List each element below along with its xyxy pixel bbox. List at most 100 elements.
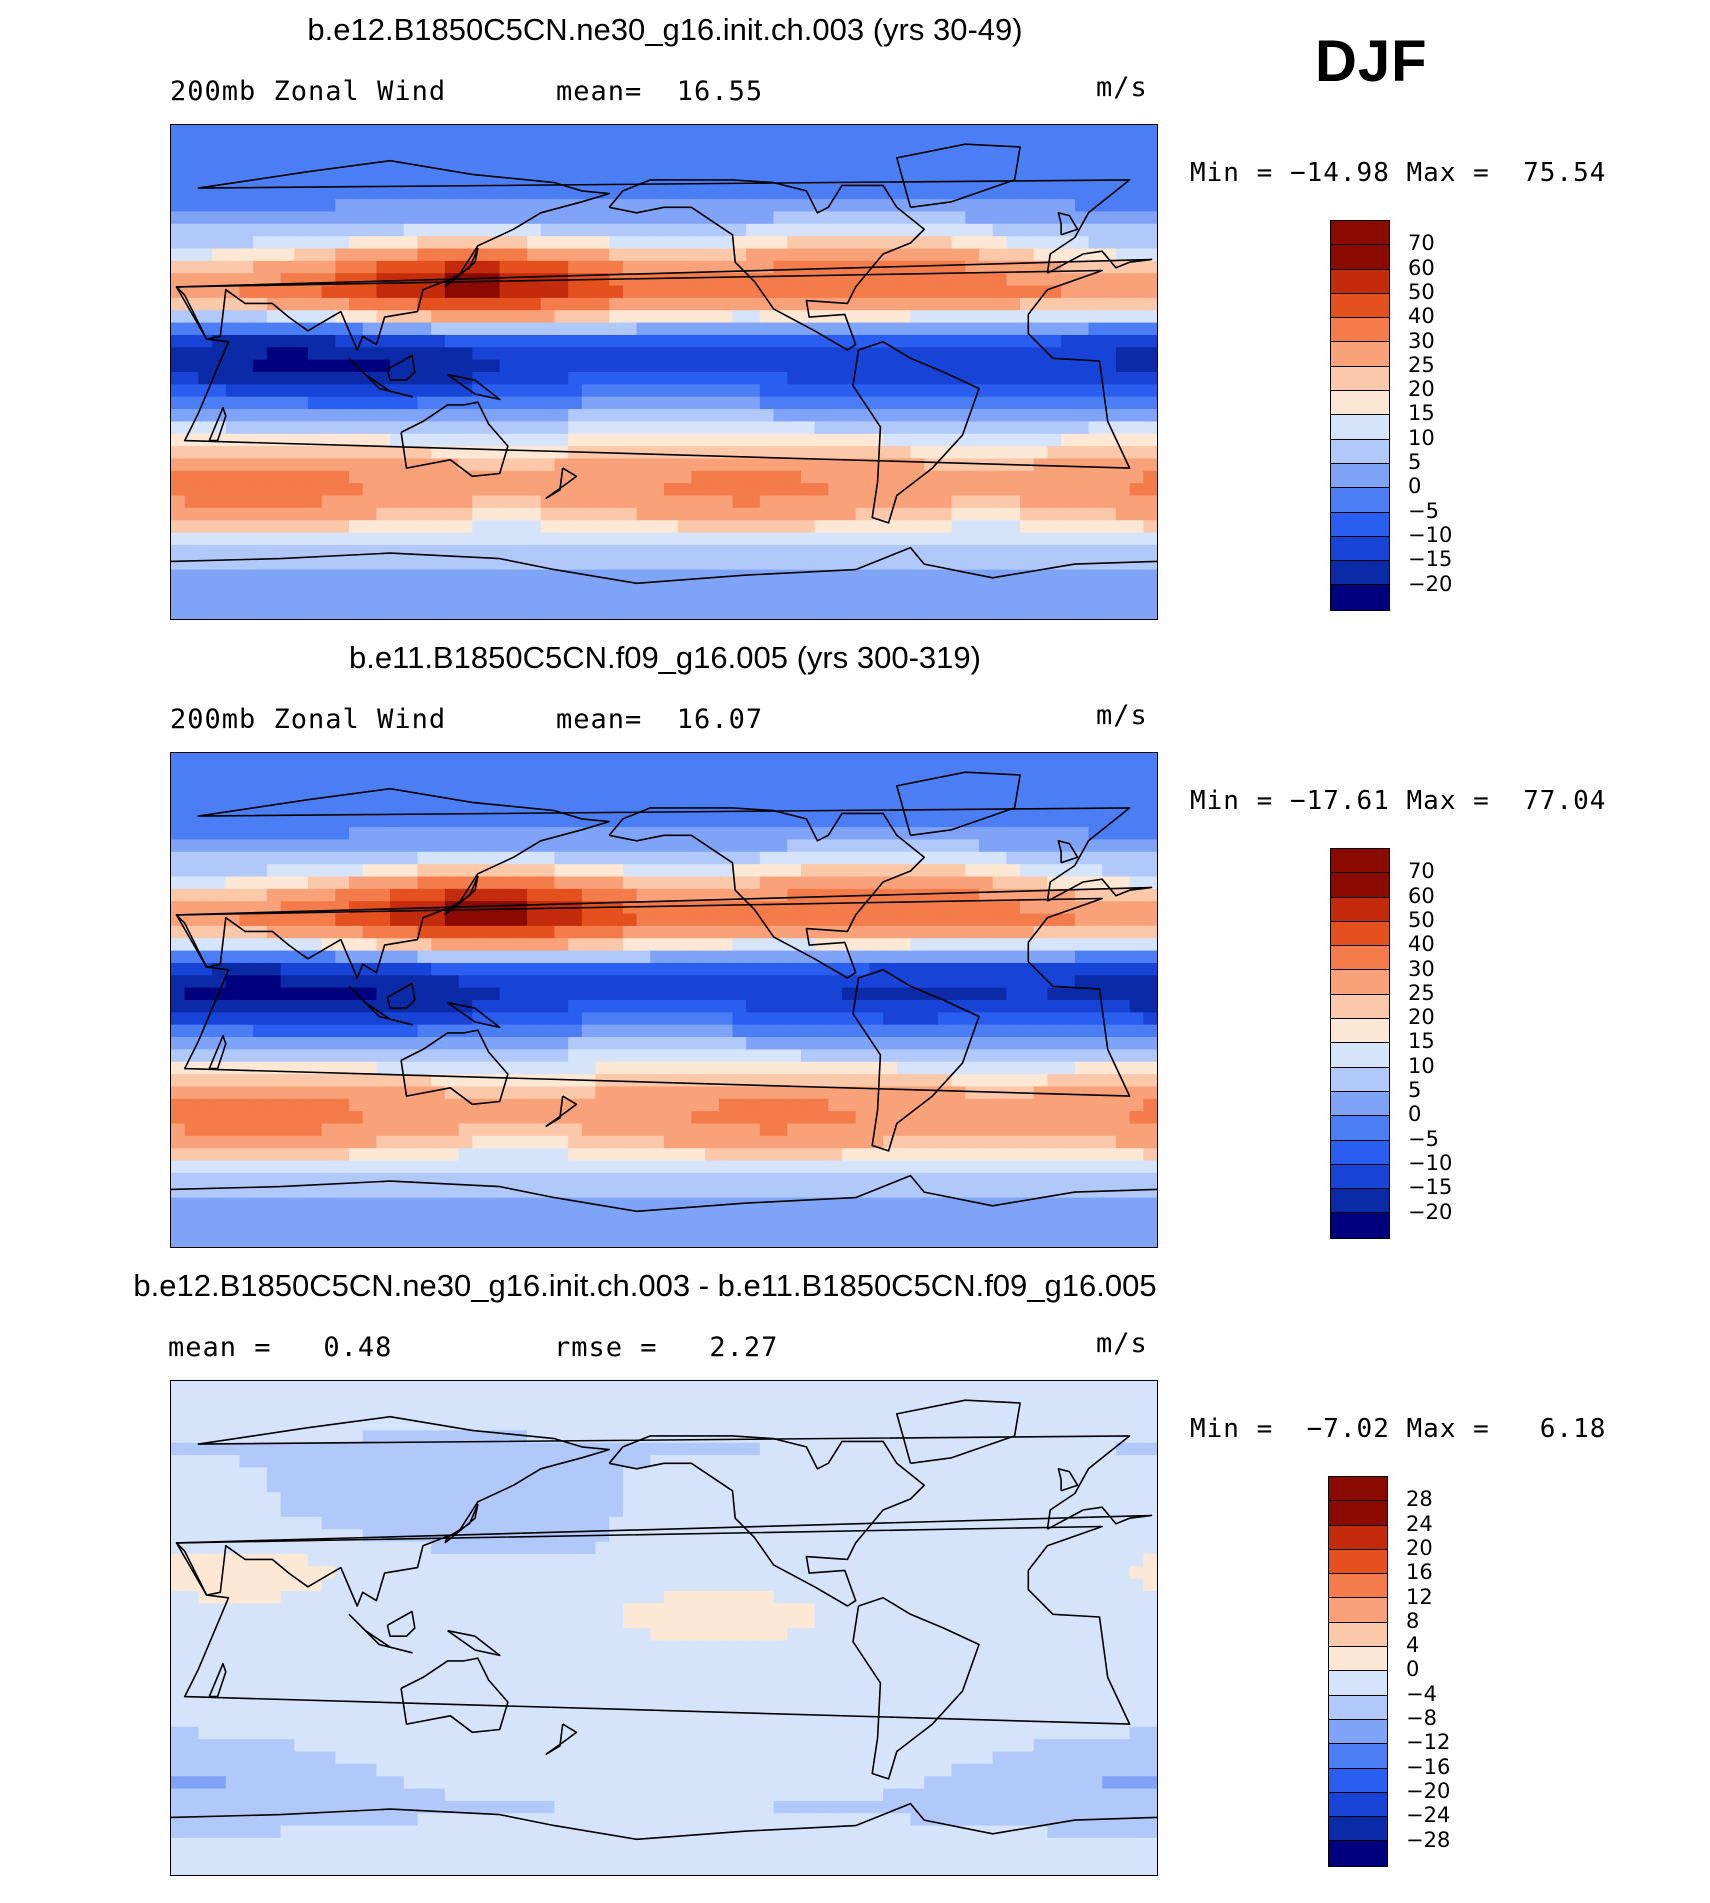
field-cell — [992, 581, 1007, 595]
panel-title: b.e12.B1850C5CN.ne30_g16.init.ch.003 (yr… — [307, 12, 1023, 47]
field-cell — [349, 223, 364, 237]
field-cell — [554, 248, 569, 262]
field-cell — [732, 987, 747, 1001]
field-cell — [609, 372, 624, 385]
field-cell — [1102, 765, 1117, 779]
field-cell — [266, 753, 282, 766]
field-cell — [417, 557, 432, 571]
field-cell — [992, 1024, 1007, 1038]
field-cell — [198, 310, 213, 324]
field-cell — [349, 888, 364, 902]
field-cell — [390, 310, 405, 324]
field-cell — [869, 1061, 884, 1075]
field-cell — [869, 162, 884, 175]
field-cell — [1102, 458, 1117, 472]
field-cell — [896, 606, 912, 619]
field-cell — [540, 322, 556, 336]
field-cell — [842, 396, 857, 410]
field-cell — [362, 174, 378, 188]
field-cell — [677, 273, 692, 287]
field-cell — [540, 544, 556, 558]
field-cell — [814, 334, 829, 348]
field-cell — [896, 334, 912, 348]
field-cell — [390, 1000, 405, 1013]
field-cell — [225, 273, 241, 287]
field-cell — [1047, 864, 1062, 878]
field-cell — [403, 495, 419, 509]
field-cell — [883, 446, 898, 460]
field-cell — [184, 322, 199, 336]
field-cell — [431, 199, 446, 213]
field-cell — [403, 913, 419, 927]
field-cell — [390, 1049, 405, 1063]
field-cell — [307, 347, 323, 361]
field-cell — [965, 864, 980, 878]
field-cell — [965, 483, 980, 497]
field-cell — [595, 297, 610, 311]
field-cell — [1088, 334, 1103, 348]
field-cell — [349, 1037, 364, 1050]
field-cell — [390, 790, 405, 803]
field-cell — [705, 248, 720, 262]
field-cell — [1061, 334, 1076, 348]
field-cell — [212, 1098, 227, 1112]
field-cell — [431, 248, 446, 262]
field-cell — [842, 248, 857, 262]
field-cell — [198, 594, 213, 608]
field-cell — [951, 839, 966, 853]
field-cell — [1143, 273, 1157, 287]
field-cell — [746, 606, 761, 619]
field-cell — [390, 1024, 405, 1038]
field-cell — [937, 913, 953, 927]
field-cell — [759, 962, 775, 976]
field-cell — [225, 297, 241, 311]
field-cell — [951, 260, 966, 274]
field-cell — [937, 594, 953, 608]
field-cell — [814, 1086, 829, 1100]
field-cell — [828, 1000, 843, 1013]
field-cell — [705, 211, 720, 225]
field-cell — [458, 433, 473, 447]
field-cell — [773, 557, 788, 571]
field-cell — [828, 433, 843, 447]
field-cell — [1143, 396, 1157, 410]
field-cell — [485, 1024, 501, 1038]
field-cell — [184, 1000, 199, 1013]
field-cell — [800, 1024, 816, 1038]
field-cell — [527, 962, 542, 976]
field-cell — [431, 876, 446, 890]
field-cell — [376, 310, 391, 324]
field-cell — [444, 433, 460, 447]
field-cell — [1129, 777, 1144, 791]
field-cell — [1143, 458, 1157, 472]
field-cell — [444, 483, 460, 497]
field-cell — [581, 1037, 597, 1050]
field-cell — [800, 507, 816, 521]
field-cell — [376, 396, 391, 410]
field-cell — [800, 851, 816, 865]
field-cell — [978, 372, 994, 385]
field-cell — [280, 334, 295, 348]
field-cell — [431, 507, 446, 521]
field-cell — [650, 802, 665, 816]
field-cell — [431, 594, 446, 608]
field-cell — [691, 396, 706, 410]
field-cell — [800, 790, 816, 803]
field-cell — [650, 581, 665, 595]
field-cell — [444, 1074, 460, 1088]
field-cell — [965, 1086, 980, 1100]
field-cell — [198, 433, 213, 447]
field-cell — [800, 962, 816, 976]
field-cell — [280, 1061, 295, 1075]
field-cell — [1102, 827, 1117, 841]
field-cell — [759, 211, 775, 225]
field-cell — [417, 248, 432, 262]
field-cell — [335, 199, 350, 213]
field-cell — [814, 458, 829, 472]
field-cell — [225, 162, 241, 175]
field-cell — [732, 790, 747, 803]
field-cell — [444, 1037, 460, 1050]
field-cell — [800, 581, 816, 595]
field-cell — [444, 594, 460, 608]
field-cell — [362, 359, 378, 373]
